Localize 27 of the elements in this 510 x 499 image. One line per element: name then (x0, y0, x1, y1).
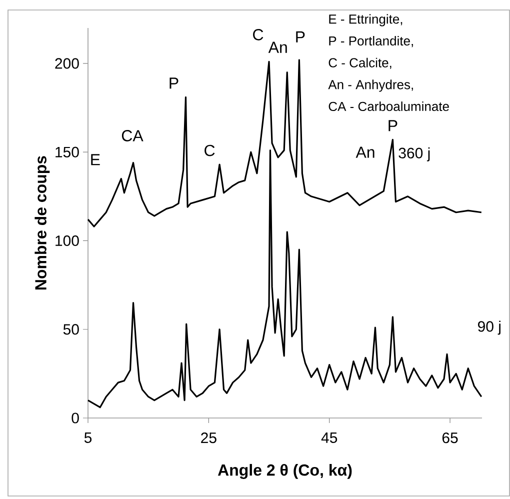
annotation: C (204, 144, 215, 156)
x-tick-label: 5 (84, 432, 92, 443)
annotation: P (170, 78, 178, 89)
x-tick-label: 45 (321, 432, 338, 443)
annotation: CA - Carboaluminate (328, 102, 449, 112)
series-label: 360 j (398, 147, 430, 162)
annotation: P - Portlandite, (329, 36, 413, 48)
annotation: C - Calcite, (328, 58, 392, 69)
x-axis-title: Angle 2 θ (Co, kα) (218, 464, 352, 479)
x-tick-label: 65 (442, 432, 458, 444)
y-tick-label: 0 (72, 412, 79, 424)
annotation: P (388, 120, 398, 132)
y-tick-label: 50 (63, 324, 79, 335)
annotation: P (296, 31, 305, 42)
text: 90 j (478, 320, 500, 335)
x-tick-label: 25 (201, 432, 216, 444)
annotation: An (356, 146, 374, 158)
y-tick-label: 200 (55, 58, 79, 69)
annotation: C (253, 29, 264, 40)
annotation: CA (122, 130, 144, 142)
annotation: An - Anhydres, (328, 80, 413, 92)
y-tick-label: 150 (56, 146, 79, 158)
y-tick-label: 100 (56, 235, 79, 246)
annotation: An (268, 42, 287, 53)
annotation: E (91, 154, 100, 166)
text: E - Ettringite, (329, 14, 402, 26)
y-axis-title: Nombre de coups (34, 156, 50, 290)
